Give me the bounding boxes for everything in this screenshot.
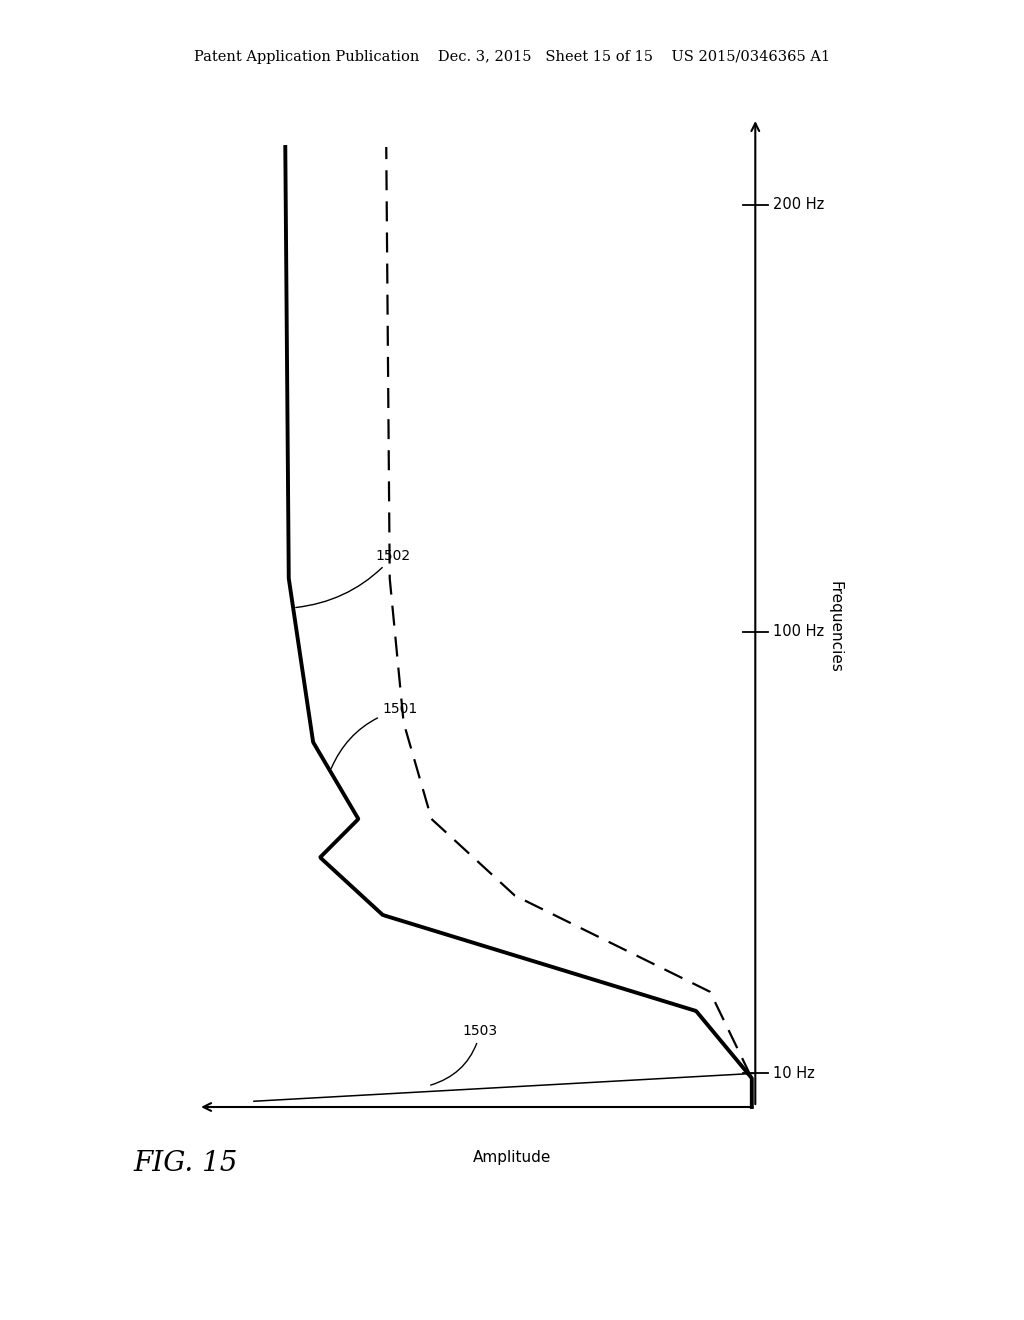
Text: 1503: 1503 — [431, 1024, 498, 1085]
Text: 1501: 1501 — [331, 702, 418, 768]
Text: 1502: 1502 — [296, 549, 411, 607]
Text: 100 Hz: 100 Hz — [773, 624, 824, 639]
Text: Frequencies: Frequencies — [827, 581, 843, 673]
Text: Patent Application Publication    Dec. 3, 2015   Sheet 15 of 15    US 2015/03463: Patent Application Publication Dec. 3, 2… — [194, 50, 830, 65]
Text: 10 Hz: 10 Hz — [773, 1067, 814, 1081]
Text: Amplitude: Amplitude — [472, 1150, 551, 1166]
Text: FIG. 15: FIG. 15 — [133, 1151, 238, 1177]
Text: 200 Hz: 200 Hz — [773, 197, 824, 213]
